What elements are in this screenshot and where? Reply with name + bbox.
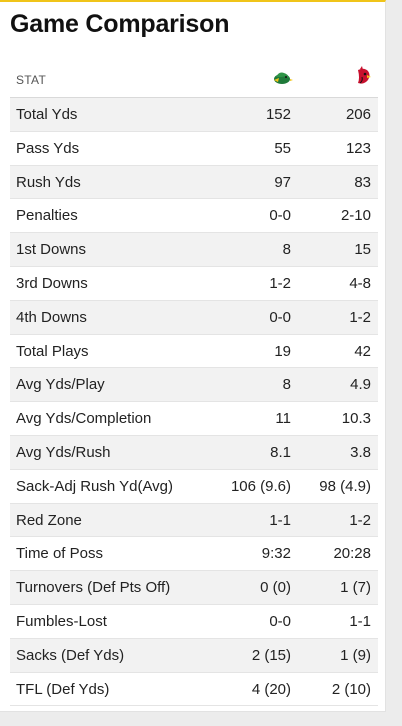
stat-name: Total Plays bbox=[16, 342, 89, 360]
game-comparison-card: Game Comparison STAT Total Yds 152 206 Pass… bbox=[0, 0, 386, 712]
away-team-value: 206 bbox=[345, 106, 371, 123]
stat-name: Avg Yds/Play bbox=[16, 376, 105, 394]
away-team-value: 20:28 bbox=[333, 545, 371, 563]
table-row: Sacks (Def Yds) 2 (15) 1 (9) bbox=[10, 638, 378, 673]
table-row: Pass Yds 55 123 bbox=[10, 131, 378, 166]
stat-name: Fumbles-Lost bbox=[16, 612, 107, 630]
table-row: Avg Yds/Completion 11 10.3 bbox=[10, 402, 378, 436]
home-team-value: 1-1 bbox=[269, 511, 291, 529]
table-row: 1st Downs 8 15 bbox=[10, 233, 378, 267]
table-row: Penalties 0-0 2-10 bbox=[10, 199, 378, 234]
table-row: Avg Yds/Rush 8.1 3.8 bbox=[10, 435, 378, 470]
home-team-value: 152 bbox=[265, 106, 291, 123]
away-team-value: 1 (7) bbox=[340, 579, 371, 597]
table-row: Time of Poss 9:32 20:28 bbox=[10, 537, 378, 572]
table-row: Sack-Adj Rush Yd(Avg) 106 (9.6) 98 (4.9) bbox=[10, 469, 378, 504]
table-row: Total Plays 19 42 bbox=[10, 334, 378, 369]
table-row: Turnovers (Def Pts Off) 0 (0) 1 (7) bbox=[10, 571, 378, 605]
table-row: Rush Yds 97 83 bbox=[10, 165, 378, 200]
home-team-value: 11 bbox=[275, 410, 291, 428]
away-team-value: 15 bbox=[354, 241, 371, 259]
table-row: Avg Yds/Play 8 4.9 bbox=[10, 368, 378, 403]
stat-name: Penalties bbox=[16, 207, 78, 225]
home-team-value: 8 bbox=[282, 376, 291, 394]
away-team-value: 1-2 bbox=[349, 511, 371, 529]
home-team-value: 1-2 bbox=[269, 274, 291, 292]
page-title: Game Comparison bbox=[10, 10, 230, 38]
home-team-value: 8.1 bbox=[270, 443, 291, 461]
table-row: TFL (Def Yds) 4 (20) 2 (10) bbox=[10, 672, 378, 707]
home-team-value: 0-0 bbox=[269, 308, 291, 326]
home-team-value: 2 (15) bbox=[251, 646, 291, 664]
table-row: Fumbles-Lost 0-0 1-1 bbox=[10, 604, 378, 639]
home-team-value: 9:32 bbox=[261, 545, 291, 563]
stat-name: Avg Yds/Rush bbox=[16, 443, 111, 461]
home-team-value: 55 bbox=[274, 139, 291, 157]
stats-table: Total Yds 152 206 Pass Yds 55 123 Rush Yds 97 83… bbox=[10, 98, 378, 707]
stat-name: 1st Downs bbox=[16, 241, 87, 259]
stat-name: 3rd Downs bbox=[16, 274, 88, 292]
stat-name: Total Yds bbox=[16, 106, 78, 123]
table-row: Red Zone 1-1 1-2 bbox=[10, 503, 378, 538]
home-team-value: 0-0 bbox=[269, 207, 291, 225]
home-team-logo-icon bbox=[270, 66, 294, 88]
home-team-value: 0-0 bbox=[269, 612, 291, 630]
away-team-value: 83 bbox=[354, 173, 371, 191]
away-team-value: 3.8 bbox=[350, 443, 371, 461]
stat-name: Red Zone bbox=[16, 511, 82, 529]
away-team-value: 2 (10) bbox=[331, 680, 371, 698]
home-team-value: 8 bbox=[282, 241, 291, 259]
home-team-value: 106 (9.6) bbox=[230, 477, 291, 495]
away-team-value: 4.9 bbox=[350, 376, 371, 394]
stat-name: Avg Yds/Completion bbox=[16, 410, 152, 428]
home-team-value: 97 bbox=[274, 173, 291, 191]
away-team-value: 1-2 bbox=[349, 308, 371, 326]
home-team-value: 4 (20) bbox=[251, 680, 291, 698]
away-team-value: 98 (4.9) bbox=[319, 477, 371, 495]
stat-name: Rush Yds bbox=[16, 173, 81, 191]
table-row: 3rd Downs 1-2 4-8 bbox=[10, 266, 378, 301]
home-team-value: 0 (0) bbox=[260, 579, 291, 597]
table-row: Total Yds 152 206 bbox=[10, 98, 378, 132]
stat-name: Turnovers (Def Pts Off) bbox=[16, 579, 171, 597]
away-team-value: 42 bbox=[354, 342, 371, 360]
away-team-value: 2-10 bbox=[340, 207, 371, 225]
away-team-value: 1-1 bbox=[349, 612, 371, 630]
stat-name: Sack-Adj Rush Yd(Avg) bbox=[16, 477, 174, 495]
home-team-value: 19 bbox=[274, 342, 291, 360]
table-row: 4th Downs 0-0 1-2 bbox=[10, 300, 378, 335]
away-team-value: 4-8 bbox=[349, 274, 371, 292]
away-team-value: 1 (9) bbox=[340, 646, 371, 664]
stat-name: Time of Poss bbox=[16, 545, 103, 563]
stat-name: TFL (Def Yds) bbox=[16, 680, 110, 698]
table-header: STAT bbox=[10, 64, 378, 99]
stat-name: 4th Downs bbox=[16, 308, 87, 326]
stat-name: Sacks (Def Yds) bbox=[16, 646, 125, 664]
stat-name: Pass Yds bbox=[16, 139, 80, 157]
away-team-value: 123 bbox=[345, 139, 371, 157]
away-team-value: 10.3 bbox=[341, 410, 371, 428]
stat-column-header: STAT bbox=[16, 73, 47, 87]
away-team-logo-icon bbox=[350, 66, 374, 88]
